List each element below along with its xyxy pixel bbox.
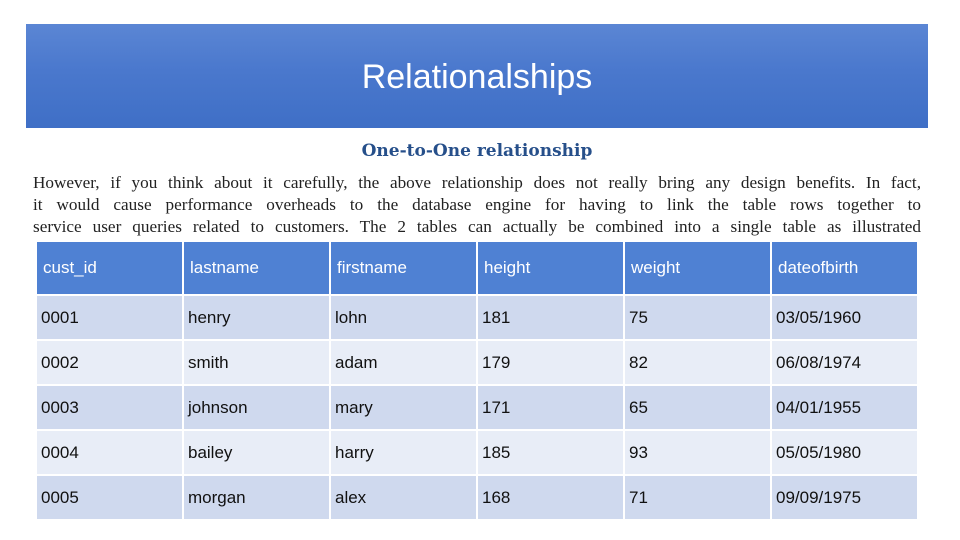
table-cell: morgan: [182, 474, 331, 521]
column-header-dateofbirth: dateofbirth: [770, 240, 919, 296]
table-cell: 0003: [35, 384, 184, 431]
table-cell: 75: [623, 294, 772, 341]
table-row: 0003 johnson mary 171 65 04/01/1955: [35, 384, 919, 431]
table-row: 0005 morgan alex 168 71 09/09/1975: [35, 474, 919, 521]
table-cell: 09/09/1975: [770, 474, 919, 521]
column-header-height: height: [476, 240, 625, 296]
table-row: 0002 smith adam 179 82 06/08/1974: [35, 339, 919, 386]
table-cell: 168: [476, 474, 625, 521]
table-header-row: cust_id lastname firstname height weight…: [35, 240, 919, 296]
table-cell: 71: [623, 474, 772, 521]
title-banner: Relationalships: [26, 24, 928, 128]
table-cell: henry: [182, 294, 331, 341]
table-cell: adam: [329, 339, 478, 386]
paragraph-line: service user queries related to customer…: [33, 217, 921, 236]
table-cell: mary: [329, 384, 478, 431]
table-cell: alex: [329, 474, 478, 521]
table-cell: lohn: [329, 294, 478, 341]
paragraph-line: it would cause performance overheads to …: [33, 195, 921, 214]
table-cell: 05/05/1980: [770, 429, 919, 476]
paragraph-line: However, if you think about it carefully…: [33, 173, 921, 192]
slide-subtitle: One-to-One relationship: [361, 141, 593, 161]
column-header-cust-id: cust_id: [35, 240, 184, 296]
table-cell: 0002: [35, 339, 184, 386]
table-row: 0004 bailey harry 185 93 05/05/1980: [35, 429, 919, 476]
table-cell: 04/01/1955: [770, 384, 919, 431]
column-header-weight: weight: [623, 240, 772, 296]
table-cell: harry: [329, 429, 478, 476]
table-cell: 179: [476, 339, 625, 386]
table-cell: 0004: [35, 429, 184, 476]
table-cell: 185: [476, 429, 625, 476]
table-cell: 181: [476, 294, 625, 341]
table-cell: 93: [623, 429, 772, 476]
table-row: 0001 henry lohn 181 75 03/05/1960: [35, 294, 919, 341]
table-cell: 03/05/1960: [770, 294, 919, 341]
table-cell: 82: [623, 339, 772, 386]
table-cell: 0005: [35, 474, 184, 521]
table-cell: smith: [182, 339, 331, 386]
slide-title: Relationalships: [361, 57, 593, 96]
column-header-firstname: firstname: [329, 240, 478, 296]
column-header-lastname: lastname: [182, 240, 331, 296]
table-cell: 0001: [35, 294, 184, 341]
table-cell: 171: [476, 384, 625, 431]
table-cell: bailey: [182, 429, 331, 476]
body-paragraph: However, if you think about it carefully…: [33, 172, 921, 238]
table-cell: 06/08/1974: [770, 339, 919, 386]
table-cell: johnson: [182, 384, 331, 431]
table-cell: 65: [623, 384, 772, 431]
customer-table: cust_id lastname firstname height weight…: [35, 240, 919, 521]
